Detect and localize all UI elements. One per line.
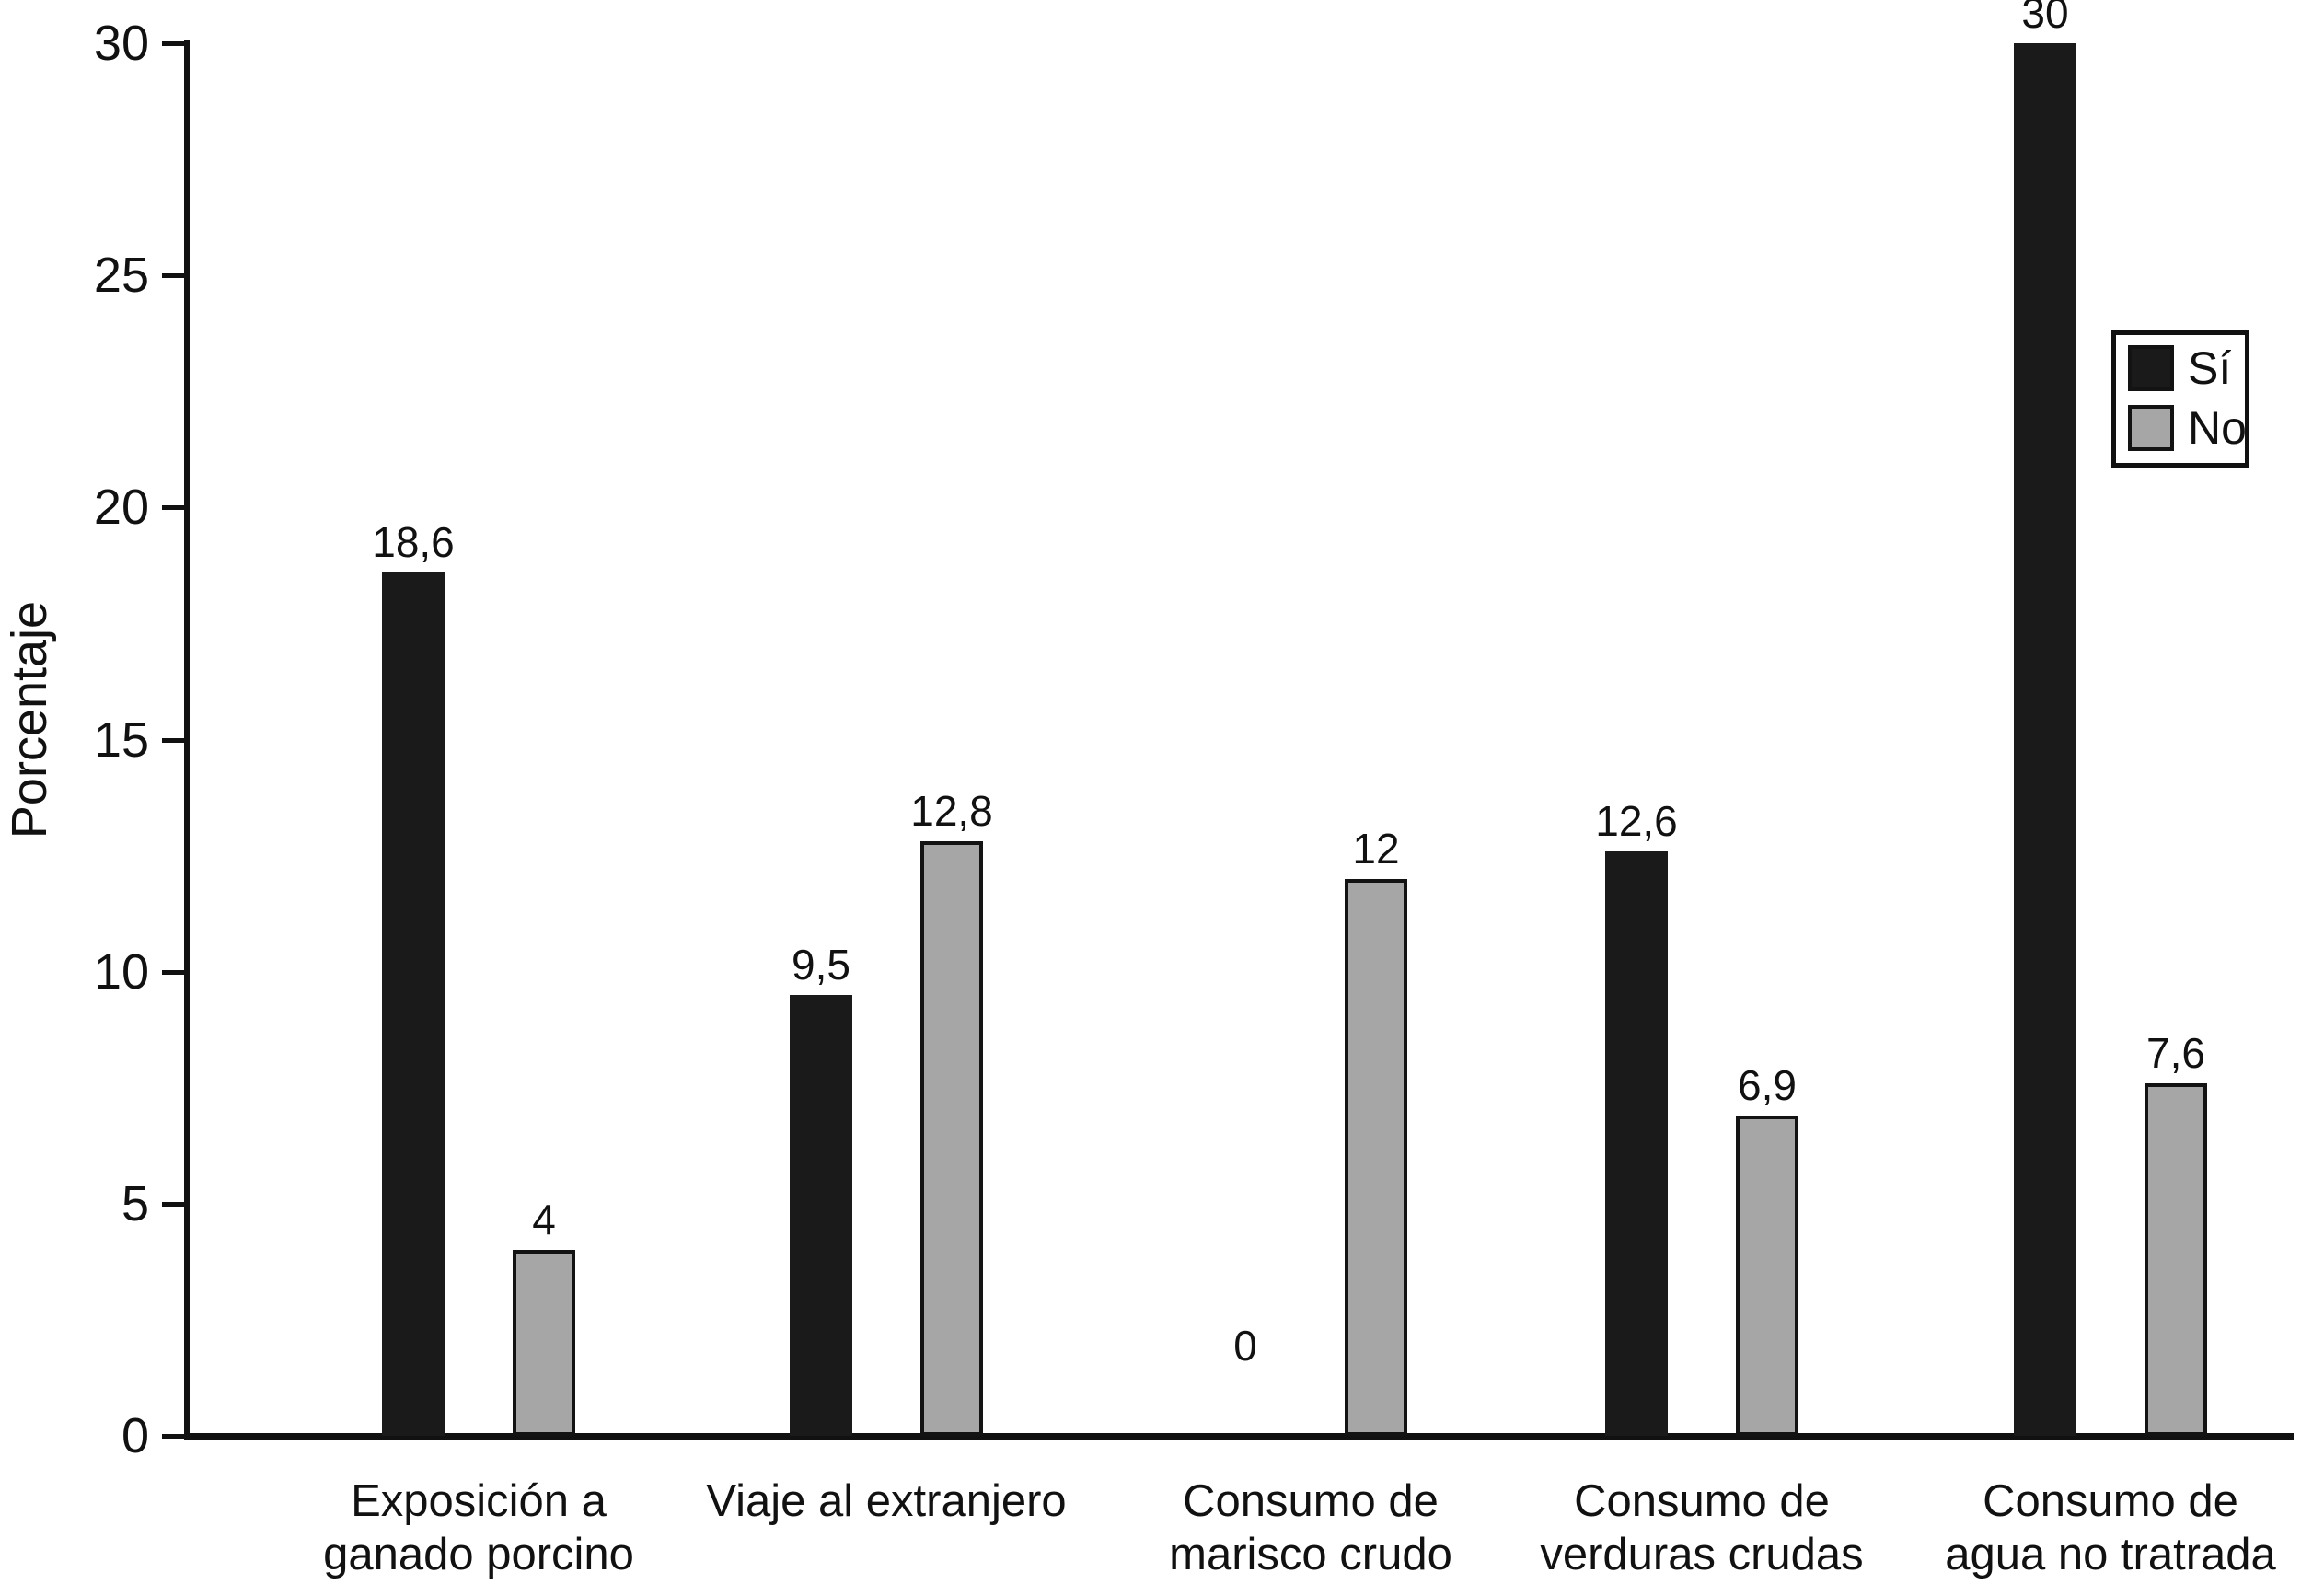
category-label: Viaje al extranjero (706, 1475, 1066, 1528)
bar-value-label: 6,9 (1738, 1061, 1797, 1109)
category-label-line: Consumo de (1183, 1476, 1439, 1526)
category-label-line: Exposición a (351, 1476, 607, 1526)
y-tick-label: 25 (93, 248, 149, 304)
bar-value-label: 0 (1233, 1322, 1257, 1370)
bar-value-label: 12,8 (910, 787, 993, 835)
category-label-line: verduras crudas (1540, 1530, 1864, 1579)
bar-value-label: 7,6 (2146, 1029, 2205, 1077)
category-label: Exposición a ganado porcino (323, 1475, 634, 1581)
bar-value-label: 30 (2021, 0, 2069, 37)
y-tick-mark (162, 273, 186, 279)
category-label: Consumo de verduras crudas (1540, 1475, 1863, 1581)
legend-item-si: Sí (2128, 344, 2245, 392)
category-label-line: Consumo de (1574, 1476, 1830, 1526)
legend-item-no: No (2128, 402, 2247, 454)
y-tick-mark (162, 1434, 186, 1439)
y-tick-mark (162, 1201, 186, 1207)
bar-si-1 (790, 995, 852, 1436)
legend-label: No (2188, 402, 2247, 454)
legend-swatch-no (2128, 405, 2174, 451)
bar-value-label: 12,6 (1595, 797, 1678, 845)
bar-value-label: 12 (1352, 825, 1400, 873)
y-axis-line (184, 40, 190, 1439)
y-tick-mark (162, 505, 186, 511)
bar-value-label: 18,6 (372, 518, 455, 566)
bar-value-label: 9,5 (792, 941, 850, 989)
bar-no-1 (920, 841, 983, 1436)
y-tick-mark (162, 737, 186, 743)
y-tick-label: 30 (93, 16, 149, 71)
legend-swatch-si (2128, 345, 2174, 391)
y-tick-label: 20 (93, 480, 149, 536)
bar-no-2 (1345, 879, 1407, 1436)
bar-value-label: 4 (532, 1196, 556, 1243)
bar-si-0 (382, 572, 445, 1436)
y-tick-label: 10 (93, 943, 149, 1000)
bar-si-4 (2014, 43, 2076, 1436)
y-tick-mark (162, 969, 186, 975)
category-label-line: ganado porcino (323, 1530, 634, 1579)
category-label: Consumo de agua no tratrada (1945, 1475, 2276, 1581)
x-axis-line (184, 1433, 2294, 1440)
category-label-line: Viaje al extranjero (706, 1476, 1067, 1526)
category-label-line: marisco crudo (1169, 1530, 1452, 1579)
y-tick-label: 0 (121, 1408, 149, 1463)
category-label: Consumo de marisco crudo (1169, 1475, 1452, 1581)
legend: Sí No (2111, 330, 2249, 468)
y-tick-label: 15 (93, 711, 149, 768)
category-label-line: agua no tratrada (1945, 1530, 2276, 1579)
legend-label: Sí (2188, 342, 2232, 394)
y-tick-mark (162, 41, 186, 46)
bar-no-4 (2145, 1083, 2207, 1436)
y-tick-label: 5 (121, 1175, 149, 1232)
bar-si-3 (1605, 851, 1668, 1436)
bar-no-3 (1736, 1116, 1798, 1436)
bar-no-0 (513, 1250, 575, 1436)
category-label-line: Consumo de (1983, 1476, 2238, 1526)
